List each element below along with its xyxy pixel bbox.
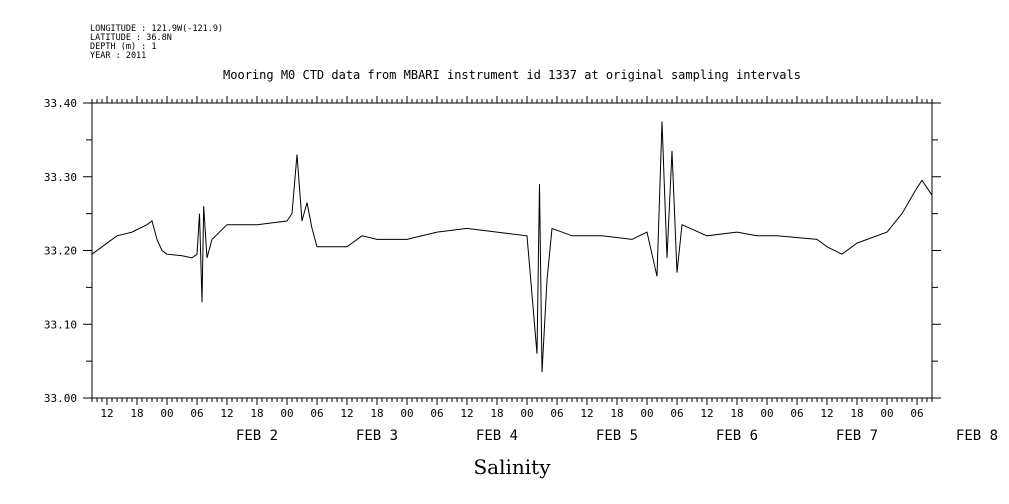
x-tick-label: 00	[760, 407, 773, 420]
header-depth: DEPTH (m) : 1	[90, 42, 157, 52]
x-tick-label: 18	[250, 407, 263, 420]
plot-frame	[91, 102, 933, 399]
x-tick-label: 06	[430, 407, 443, 420]
x-tick-label: 00	[640, 407, 653, 420]
x-tick-label: 06	[670, 407, 683, 420]
x-tick-label: 06	[310, 407, 323, 420]
x-tick-label: 12	[220, 407, 233, 420]
y-tick-label: 33.20	[44, 245, 77, 258]
x-tick-label: 18	[130, 407, 143, 420]
y-tick-label: 33.10	[44, 318, 77, 331]
x-tick-label: 12	[820, 407, 833, 420]
x-tick-label: 12	[580, 407, 593, 420]
header-latitude: LATITUDE : 36.8N	[90, 33, 172, 43]
x-tick-label: 06	[790, 407, 803, 420]
y-tick-labels: 33.00 33.10 33.20 33.30 33.40	[44, 97, 77, 405]
x-tick-label: 12	[460, 407, 473, 420]
day-label: FEB 8	[956, 428, 998, 444]
salinity-series-line	[91, 121, 933, 373]
chart-title: Mooring M0 CTD data from MBARI instrumen…	[223, 68, 801, 82]
day-labels: FEB 2 FEB 3 FEB 4 FEB 5 FEB 6 FEB 7 FEB 8	[236, 428, 998, 444]
x-tick-label: 18	[370, 407, 383, 420]
x-tick-label: 00	[520, 407, 533, 420]
header-longitude: LONGITUDE : 121.9W(-121.9)	[90, 24, 223, 34]
x-tick-label: 00	[160, 407, 173, 420]
day-label: FEB 6	[716, 428, 758, 444]
x-tick-label: 12	[700, 407, 713, 420]
header-block: LONGITUDE : 121.9W(-121.9) LATITUDE : 36…	[90, 24, 223, 61]
day-label: FEB 4	[476, 428, 518, 444]
day-label: FEB 3	[356, 428, 398, 444]
axis-ticks	[83, 96, 941, 405]
x-tick-label: 18	[490, 407, 503, 420]
header-year: YEAR : 2011	[90, 51, 146, 61]
day-label: FEB 5	[596, 428, 638, 444]
x-axis-label: Salinity	[473, 455, 551, 479]
x-tick-label: 00	[280, 407, 293, 420]
y-tick-label: 33.40	[44, 97, 77, 110]
x-tick-label: 06	[550, 407, 563, 420]
day-label: FEB 7	[836, 428, 878, 444]
y-tick-label: 33.30	[44, 171, 77, 184]
y-tick-label: 33.00	[44, 392, 77, 405]
x-tick-label: 18	[850, 407, 863, 420]
x-tick-label: 06	[190, 407, 203, 420]
x-tick-label: 00	[880, 407, 893, 420]
x-tick-labels: 12 18 00 06 12 18 00 06 12 18 00 06 12 18 00 06 12 18 00 06…	[100, 407, 923, 420]
day-label: FEB 2	[236, 428, 278, 444]
x-tick-label: 12	[340, 407, 353, 420]
x-tick-label: 18	[730, 407, 743, 420]
x-tick-label: 00	[400, 407, 413, 420]
x-tick-label: 06	[910, 407, 923, 420]
x-tick-label: 18	[610, 407, 623, 420]
x-tick-label: 12	[100, 407, 113, 420]
